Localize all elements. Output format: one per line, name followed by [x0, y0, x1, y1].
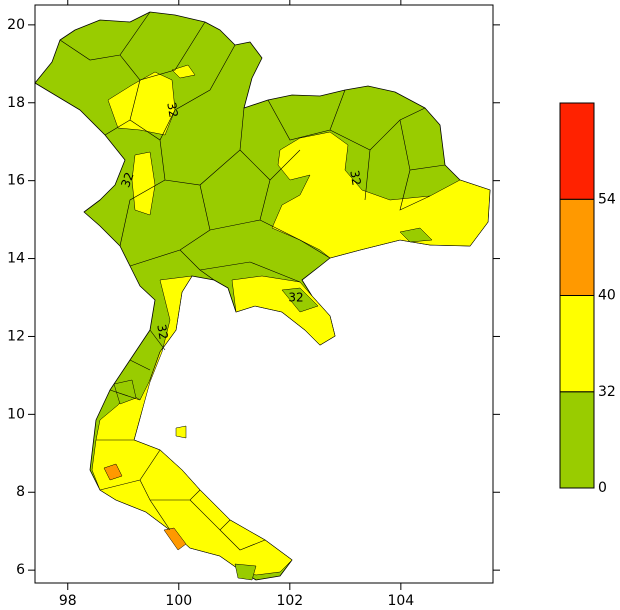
colorbar-bin	[559, 391, 595, 489]
y-tick-label: 10	[7, 406, 25, 422]
x-tick-label: 102	[276, 593, 303, 609]
contour-region	[163, 527, 187, 551]
y-tick-label: 18	[7, 95, 25, 111]
contour-region	[281, 287, 319, 313]
y-tick-label: 6	[16, 562, 25, 578]
y-tick-label: 16	[7, 173, 25, 189]
x-tick-label: 104	[387, 593, 414, 609]
contour-label: 32	[118, 170, 136, 189]
contour-region	[113, 379, 137, 405]
y-tick-label: 14	[7, 251, 25, 267]
contour-label: 32	[164, 101, 180, 118]
contour-label: 32	[154, 323, 170, 340]
contour-label: 32	[288, 291, 303, 305]
contour-region	[103, 463, 123, 481]
colorbar-label: 40	[598, 288, 616, 304]
province-boundary	[59, 11, 446, 551]
map-layer	[34, 11, 491, 581]
contour-region	[271, 131, 491, 259]
contour-label: 32	[347, 169, 363, 186]
colorbar-label: 32	[598, 384, 616, 400]
contour-region	[91, 275, 293, 576]
contour-region	[399, 227, 433, 243]
colorbar-label: 54	[598, 191, 616, 207]
y-tick-label: 20	[7, 17, 25, 33]
y-tick-label: 8	[16, 484, 25, 500]
colorbar-bin	[559, 295, 595, 393]
colorbar-label: 0	[598, 480, 607, 496]
plot-frame	[34, 4, 494, 584]
colorbar-bin	[559, 102, 595, 200]
contour-region	[231, 275, 336, 346]
contour-region	[131, 151, 156, 216]
x-tick-label: 100	[165, 593, 192, 609]
colorbar-bin	[559, 198, 595, 296]
y-tick-label: 12	[7, 328, 25, 344]
x-tick-label: 98	[59, 593, 77, 609]
contour-region	[234, 563, 257, 581]
contour-region	[175, 425, 187, 439]
contour-region	[171, 64, 196, 79]
